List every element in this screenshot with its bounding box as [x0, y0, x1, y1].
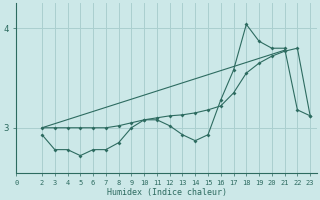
X-axis label: Humidex (Indice chaleur): Humidex (Indice chaleur): [107, 188, 227, 197]
